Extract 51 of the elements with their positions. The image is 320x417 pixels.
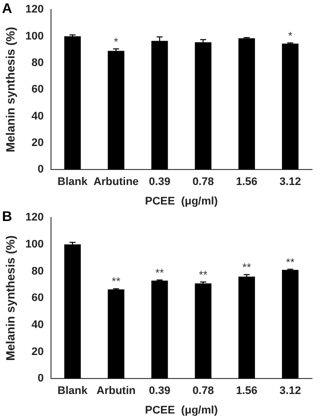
x-axis-title: PCEE (μg/ml) <box>145 195 218 208</box>
bar <box>194 283 212 379</box>
x-tick-label: Arbutine <box>93 176 139 188</box>
y-axis-title: Melanin synthesis (%) <box>4 235 18 361</box>
x-tick-label: 3.12 <box>280 385 301 398</box>
y-tick-label: 120 <box>25 4 44 16</box>
x-tick-label: 1.56 <box>236 385 258 398</box>
annotation: * <box>114 36 119 48</box>
x-tick-label: Blank <box>58 176 88 188</box>
chart-title: A <box>2 0 12 16</box>
bar <box>282 270 298 379</box>
y-tick-label: 60 <box>32 292 44 304</box>
x-axis-title: PCEE (μg/ml) <box>145 404 218 416</box>
y-tick-label: 20 <box>32 346 44 358</box>
annotation: ** <box>242 262 252 274</box>
bar <box>282 44 298 170</box>
y-tick-label: 100 <box>25 238 44 250</box>
bar <box>108 50 124 170</box>
y-tick-label: 120 <box>25 212 44 224</box>
annotation: ** <box>155 268 165 280</box>
y-tick-label: 40 <box>32 110 44 122</box>
x-tick-label: 3.12 <box>280 176 301 188</box>
bar <box>151 40 168 170</box>
bar <box>194 42 212 170</box>
y-tick-label: 0 <box>38 372 44 385</box>
x-tick-label: 0.78 <box>192 385 214 398</box>
annotation: * <box>288 30 294 42</box>
y-tick-label: 80 <box>32 56 44 69</box>
bar <box>238 276 255 379</box>
x-tick-label: 0.39 <box>148 385 170 398</box>
x-tick-label: 0.78 <box>192 176 214 188</box>
annotation: ** <box>112 276 122 288</box>
bar <box>151 280 168 379</box>
x-tick-label: 1.56 <box>236 176 258 188</box>
y-axis-title: Melanin synthesis (%) <box>4 26 18 152</box>
bar <box>64 244 81 379</box>
y-tick-label: 0 <box>38 164 44 176</box>
y-tick-label: 60 <box>32 84 44 96</box>
y-tick-label: 40 <box>32 318 44 331</box>
annotation: ** <box>198 270 208 282</box>
x-tick-label: Blank <box>58 385 88 398</box>
bar <box>108 289 124 379</box>
annotation: ** <box>286 256 296 269</box>
bar <box>238 38 255 170</box>
bar <box>64 36 81 170</box>
x-tick-label: 0.39 <box>148 176 170 188</box>
y-tick-label: 20 <box>32 136 44 149</box>
y-tick-label: 80 <box>32 265 44 278</box>
x-tick-label: Arbutin <box>96 385 136 398</box>
y-tick-label: 100 <box>25 30 44 42</box>
chart-title: B <box>2 208 12 224</box>
